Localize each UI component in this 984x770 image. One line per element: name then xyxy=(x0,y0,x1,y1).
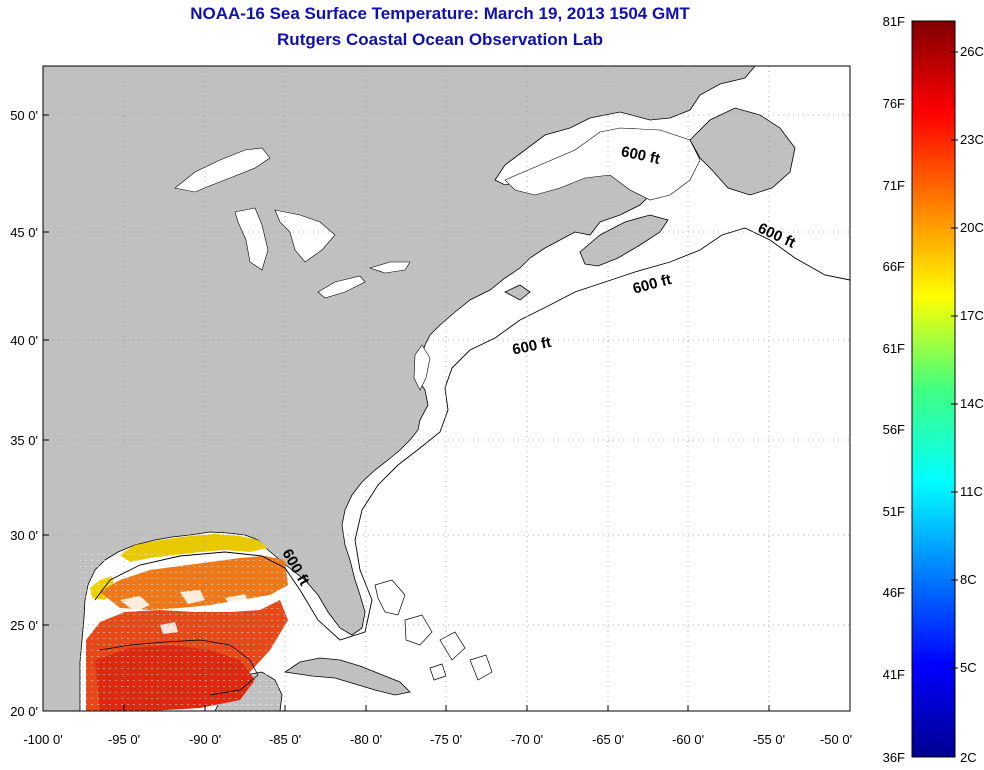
nova-scotia-land xyxy=(579,214,669,267)
c-tick-label: 20C xyxy=(960,220,984,235)
gulf-st-lawrence xyxy=(504,127,701,201)
temperature-colorbar: 81F 76F 71F 66F 61F 56F 51F 46F 41F 36F … xyxy=(883,14,984,765)
lon-tick-label: -60 0' xyxy=(672,732,704,747)
cape-cod-land xyxy=(504,284,531,301)
isobath-gulf-inner xyxy=(99,639,259,696)
colorbar-gradient xyxy=(911,20,956,758)
chesapeake-bay xyxy=(413,344,431,391)
f-tick-label: 41F xyxy=(883,667,905,682)
lat-tick-label: 30 0' xyxy=(10,528,38,543)
lake-erie-ontario xyxy=(317,261,411,299)
sst-data-gulf xyxy=(80,534,290,711)
longitude-axis: -100 0' -95 0' -90 0' -85 0' -80 0' -75 … xyxy=(23,732,852,747)
isobath-600ft-contour xyxy=(94,227,850,641)
c-tick-label: 14C xyxy=(960,396,984,411)
cuba-land xyxy=(283,657,411,696)
f-tick-label: 61F xyxy=(883,341,905,356)
colorbar-fahrenheit-labels: 81F 76F 71F 66F 61F 56F 51F 46F 41F 36F xyxy=(883,14,905,765)
lon-tick-label: -75 0' xyxy=(430,732,462,747)
c-tick-label: 26C xyxy=(960,44,984,59)
lon-tick-label: -50 0' xyxy=(820,732,852,747)
f-tick-label: 71F xyxy=(883,178,905,193)
c-tick-label: 2C xyxy=(960,750,977,765)
newfoundland-land xyxy=(689,107,796,196)
f-tick-label: 56F xyxy=(883,422,905,437)
lat-tick-label: 45 0' xyxy=(10,225,38,240)
lon-tick-label: -100 0' xyxy=(23,732,62,747)
f-tick-label: 46F xyxy=(883,585,905,600)
tick-marks xyxy=(43,114,770,711)
lat-tick-label: 20 0' xyxy=(10,704,38,719)
c-tick-label: 23C xyxy=(960,132,984,147)
map-title: NOAA-16 Sea Surface Temperature: March 1… xyxy=(190,4,690,23)
c-tick-label: 11C xyxy=(960,484,983,499)
lon-tick-label: -85 0' xyxy=(269,732,301,747)
lon-tick-label: -55 0' xyxy=(753,732,785,747)
latitude-axis: 20 0' 25 0' 30 0' 35 0' 40 0' 45 0' 50 0… xyxy=(10,108,38,719)
f-tick-label: 51F xyxy=(883,504,905,519)
lat-tick-label: 40 0' xyxy=(10,333,38,348)
lon-tick-label: -90 0' xyxy=(189,732,221,747)
f-tick-label: 76F xyxy=(883,96,905,111)
c-tick-label: 5C xyxy=(960,660,977,675)
lon-tick-label: -70 0' xyxy=(511,732,543,747)
lon-tick-label: -95 0' xyxy=(108,732,140,747)
f-tick-label: 36F xyxy=(883,750,905,765)
lat-tick-label: 50 0' xyxy=(10,108,38,123)
lat-tick-label: 35 0' xyxy=(10,433,38,448)
map-subtitle: Rutgers Coastal Ocean Observation Lab xyxy=(277,30,603,49)
north-america-land xyxy=(43,66,756,711)
colorbar-ticks xyxy=(951,51,958,669)
lon-tick-label: -80 0' xyxy=(350,732,382,747)
f-tick-label: 81F xyxy=(883,14,905,29)
f-tick-label: 66F xyxy=(883,259,905,274)
lake-superior xyxy=(174,147,271,193)
lat-tick-label: 25 0' xyxy=(10,618,38,633)
lon-tick-label: -65 0' xyxy=(592,732,624,747)
c-tick-label: 17C xyxy=(960,308,984,323)
c-tick-label: 8C xyxy=(960,572,977,587)
colorbar-celsius-labels: 26C 23C 20C 17C 14C 11C 8C 5C 2C xyxy=(960,44,984,765)
